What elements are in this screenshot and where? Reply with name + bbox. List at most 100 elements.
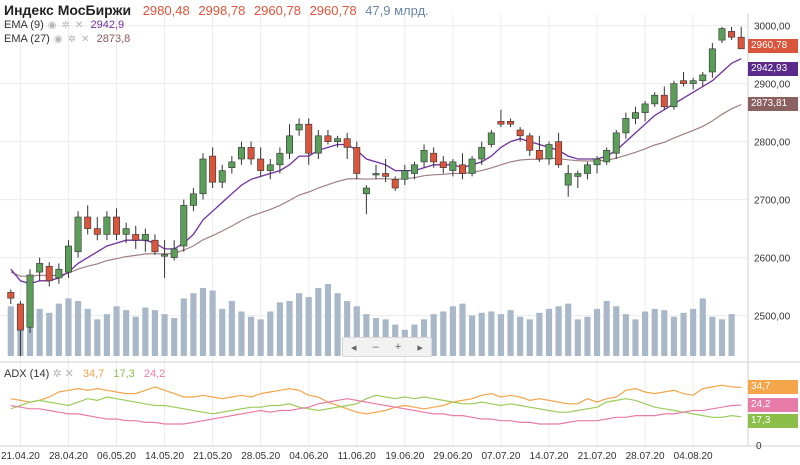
chart-header: Индекс МосБиржи 2980,48 2998,78 2960,78 …: [4, 2, 429, 18]
candle-body: [151, 239, 159, 253]
close-icon[interactable]: ✕: [64, 368, 74, 380]
zoom-in-button[interactable]: +: [394, 341, 402, 353]
ema9-label: EMA (9): [4, 19, 44, 31]
candle-body: [535, 150, 543, 160]
x-tick-label: 28.04.20: [49, 451, 88, 462]
candle-body: [362, 187, 370, 195]
volume-bar: [526, 319, 533, 356]
candle-body: [670, 83, 678, 108]
volume-bar: [632, 319, 639, 356]
candle-body: [689, 80, 697, 84]
volume-bar: [545, 308, 553, 356]
ema27-price-tag: 2873,81: [748, 97, 798, 112]
candle-body: [132, 234, 140, 241]
candle-body: [478, 147, 486, 160]
candle-body: [564, 173, 572, 186]
volume-bar: [199, 287, 207, 356]
candle-body: [632, 112, 639, 119]
candle-body: [353, 147, 361, 174]
gear-icon[interactable]: ✲: [67, 34, 77, 45]
eye-icon[interactable]: ◉: [53, 34, 63, 45]
x-tick-label: 04.08.20: [674, 451, 713, 462]
volume-bar: [247, 316, 255, 356]
volume-bar: [517, 316, 524, 356]
candle-body: [189, 193, 197, 206]
volume-bar: [670, 316, 677, 356]
volume-bar: [478, 312, 485, 356]
candle-body: [247, 147, 255, 160]
volume-bar: [709, 316, 716, 356]
candle-body: [218, 170, 226, 183]
gear-icon[interactable]: ✲: [52, 368, 62, 380]
volume-bar: [699, 298, 706, 356]
candle-body: [237, 147, 245, 160]
candle-body: [526, 135, 534, 151]
plus-di-tag: 17,3: [748, 413, 798, 428]
candle-body: [708, 48, 716, 73]
volume-bar: [26, 314, 34, 356]
ema9-legend[interactable]: EMA (9) ◉ ✲ ✕ 2942,9: [4, 19, 124, 31]
volume-bar: [238, 311, 245, 356]
ema27-value: 2873,8: [96, 33, 131, 45]
candle-body: [555, 141, 563, 166]
volume-bar: [219, 308, 226, 356]
adx-line: [10, 384, 742, 415]
candle-body: [257, 158, 265, 171]
chart-navigator[interactable]: ◂ – + ▸: [342, 337, 432, 357]
volume-bar: [574, 319, 581, 356]
volume-bar: [103, 314, 110, 356]
volume-bar: [622, 314, 629, 356]
candle-body: [420, 150, 428, 163]
volume-bar: [36, 308, 43, 356]
candle-body: [612, 132, 620, 154]
ema27-legend[interactable]: EMA (27) ◉ ✲ ✕ 2873,8: [4, 33, 130, 45]
y-tick-label: 2700,00: [754, 196, 791, 207]
adx-legend[interactable]: ADX (14) ✲ ✕ 34,7 17,3 24,2: [4, 367, 165, 380]
volume-bar: [257, 319, 264, 356]
volume-bar: [334, 293, 341, 356]
gear-icon[interactable]: ✲: [61, 20, 70, 31]
ema27-label: EMA (27): [4, 33, 50, 45]
candle-body: [26, 274, 34, 328]
zoom-out-button[interactable]: –: [372, 341, 379, 353]
volume-bar: [123, 310, 130, 356]
candle-body: [55, 268, 63, 279]
close-icon[interactable]: ✕: [75, 20, 84, 31]
candle-body: [122, 228, 130, 235]
candle-body: [583, 164, 591, 174]
candle-body: [314, 135, 322, 154]
volume-bar: [488, 311, 495, 356]
volume-bar: [132, 316, 139, 356]
x-tick-label: 14.05.20: [145, 451, 184, 462]
volume-value: 47,9 млрд.: [365, 3, 429, 18]
close-icon[interactable]: ✕: [81, 34, 90, 45]
candle-body: [449, 161, 457, 171]
volume-bar: [94, 319, 101, 356]
adx-value: 34,7: [82, 368, 105, 380]
x-tick-label: 11.06.20: [338, 451, 377, 462]
candle-body: [305, 123, 313, 154]
candle-body: [170, 248, 178, 258]
volume-bar: [584, 316, 591, 356]
candle-body: [228, 161, 236, 168]
eye-icon[interactable]: ◉: [47, 20, 57, 31]
candle-body: [266, 164, 274, 171]
candle-body: [680, 80, 688, 84]
minus-di-tag: 24,2: [748, 398, 798, 413]
last-price-tag: 2960,78: [748, 38, 798, 53]
volume-bar: [593, 308, 601, 356]
candle-body: [459, 164, 466, 174]
volume-bar: [449, 306, 456, 356]
candle-body: [603, 150, 611, 163]
candle-body: [113, 216, 120, 235]
scroll-right-button[interactable]: ▸: [417, 341, 423, 354]
volume-bar: [7, 306, 14, 356]
volume-bar: [353, 306, 360, 356]
volume-bar: [728, 314, 735, 356]
plus-di-value: 17,3: [113, 368, 135, 380]
scroll-left-button[interactable]: ◂: [351, 341, 357, 354]
volume-bar: [690, 308, 697, 356]
volume-bar: [603, 301, 610, 356]
